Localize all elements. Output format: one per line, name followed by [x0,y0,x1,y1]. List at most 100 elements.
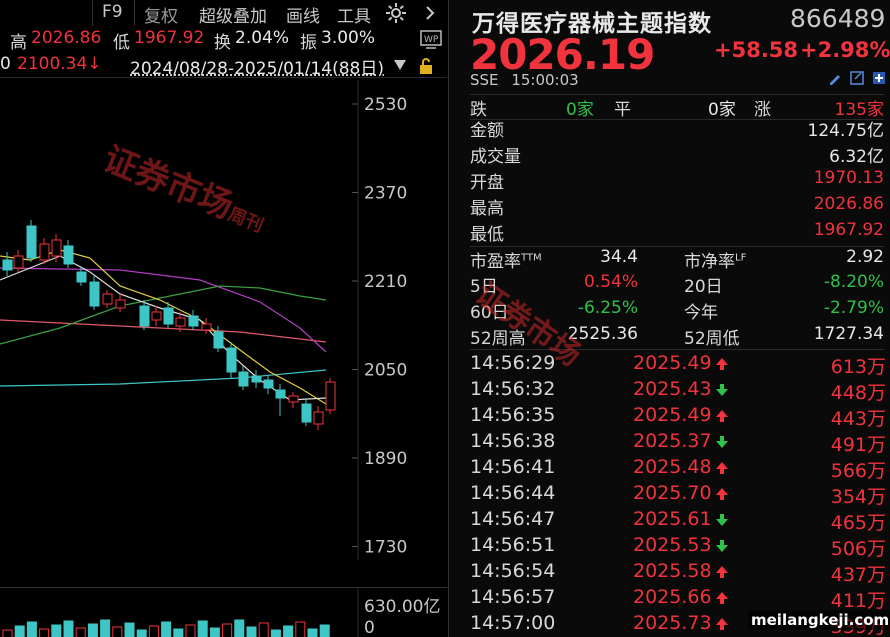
tick-price: 2025.53 [633,534,712,556]
wp-icon[interactable]: WP [420,30,442,50]
price-axis-label: 1730 [364,538,407,558]
candle-body [276,390,285,398]
volume-panel[interactable]: 630.00亿 0 [0,587,447,637]
tick-row[interactable]: 14:56:35 2025.49 443万 [470,404,888,430]
edit-icon[interactable] [828,70,842,86]
tick-volume: 491万 [831,430,886,457]
price-axis-label: 2370 [364,184,407,204]
stat-value: 1970.13 [814,168,884,188]
ma-line [0,370,326,386]
stat-label: 最高 [470,194,504,219]
volume-bar [186,625,195,637]
quote-summary: 高 2026.86 低 1967.92 换 2.04% 振 3.00% WP [0,28,447,52]
candle-body [252,376,261,382]
volume-bar [27,622,36,637]
low52-value: 1727.34 [814,324,884,344]
tick-volume: 448万 [831,378,886,405]
candle-body [227,348,236,372]
ytd-label: 今年 [684,298,718,323]
stat-value: 1967.92 [814,220,884,240]
tools-button[interactable]: 工具 [331,2,377,27]
tick-volume: 411万 [831,586,886,613]
tick-row[interactable]: 14:56:51 2025.53 506万 [470,534,888,560]
candle-body [302,404,311,422]
arrow-down-icon [715,383,729,397]
volume-bar [113,627,122,637]
tick-row[interactable]: 14:56:32 2025.43 448万 [470,378,888,404]
volume-bar [52,625,61,637]
ma-line [0,268,326,352]
low52-label: 52周低 [684,324,740,349]
volume-bar [284,626,293,637]
valuation-row-2: 5日 0.54% 20日 -8.20% [470,272,884,298]
ma-partial-label: 0 [0,54,11,74]
price-axis-label: 2210 [364,272,407,292]
gear-icon[interactable] [384,1,408,25]
arrow-up-icon [715,409,729,423]
adjust-button[interactable]: 复权 [138,2,184,27]
candle-body [3,260,12,270]
candle-body [116,300,125,308]
indicator-range-row: 0 2100.34↓ 2024/08/28-2025/01/14(88日) [0,54,447,78]
lock-icon[interactable] [418,57,434,75]
candle-body [103,294,112,304]
date-range[interactable]: 2024/08/28-2025/01/14(88日) [130,54,384,79]
tick-price: 2025.49 [633,404,712,426]
pb-label: 市净率LF [684,247,746,272]
candle-body [176,318,185,326]
tick-price: 2025.37 [633,430,712,452]
tick-time: 14:56:54 [470,560,555,582]
add-icon[interactable] [872,70,886,86]
tick-row[interactable]: 14:56:38 2025.37 491万 [470,430,888,456]
header-icons [828,70,886,88]
volume-bar [210,628,219,637]
tick-row[interactable]: 14:56:44 2025.70 354万 [470,482,888,508]
draw-line-button[interactable]: 画线 [280,2,326,27]
stat-row: 最高 2026.86 [470,194,884,220]
dropdown-triangle-icon[interactable] [393,59,407,71]
candle-body [214,332,223,348]
candlestick-chart[interactable]: 2530 2370 2210 2050 1890 1730 [0,80,447,560]
low-value: 1967.92 [134,28,204,48]
pe-label-text: 市盈率 [470,252,521,272]
tick-time: 14:56:35 [470,404,555,426]
tick-time: 14:56:38 [470,430,555,452]
exchange-time: SSE 15:00:03 [470,71,579,89]
tick-row[interactable]: 14:56:47 2025.61 465万 [470,508,888,534]
popout-icon[interactable] [850,70,864,86]
overlay-button[interactable]: 超级叠加 [193,2,273,27]
quote-time: 15:00:03 [511,71,578,89]
tick-price: 2025.43 [633,378,712,400]
pb-sup: LF [735,252,746,263]
pe-value: 34.4 [600,247,638,267]
valuation-row-1: 市盈率TTM 34.4 市净率LF 2.92 [470,246,884,272]
volume-bar [296,622,305,637]
amplitude-label: 振 [300,28,317,53]
f9-button[interactable]: F9 [96,2,129,22]
stat-label: 成交量 [470,142,521,167]
volume-bar [3,630,12,637]
kline-panel[interactable]: F9 复权 超级叠加 画线 工具 高 2026.86 低 1967.92 换 2… [0,0,447,637]
candle-body [326,382,335,410]
tick-volume: 437万 [831,560,886,587]
candle-body [27,226,36,258]
volume-bar [101,620,110,637]
chevron-right-icon[interactable] [420,1,440,25]
arrow-down-icon [715,513,729,527]
arrow-up-icon [715,591,729,605]
tick-row[interactable]: 14:56:41 2025.48 566万 [470,456,888,482]
arrow-down-icon [715,539,729,553]
tick-volume: 465万 [831,508,886,535]
volume-bar [271,630,280,637]
candle-body [90,282,99,306]
candle-body [239,372,248,386]
tick-row[interactable]: 14:56:54 2025.58 437万 [470,560,888,586]
tick-row[interactable]: 14:56:29 2025.49 613万 [470,352,888,378]
volume-bar [198,621,207,637]
volume-axis-min: 0 [364,618,375,637]
price-axis-label: 2530 [364,95,407,115]
arrow-up-icon [715,461,729,475]
ma-line [0,286,326,344]
tick-time: 14:56:44 [470,482,555,504]
tick-row[interactable]: 14:56:57 2025.66 411万 [470,586,888,612]
